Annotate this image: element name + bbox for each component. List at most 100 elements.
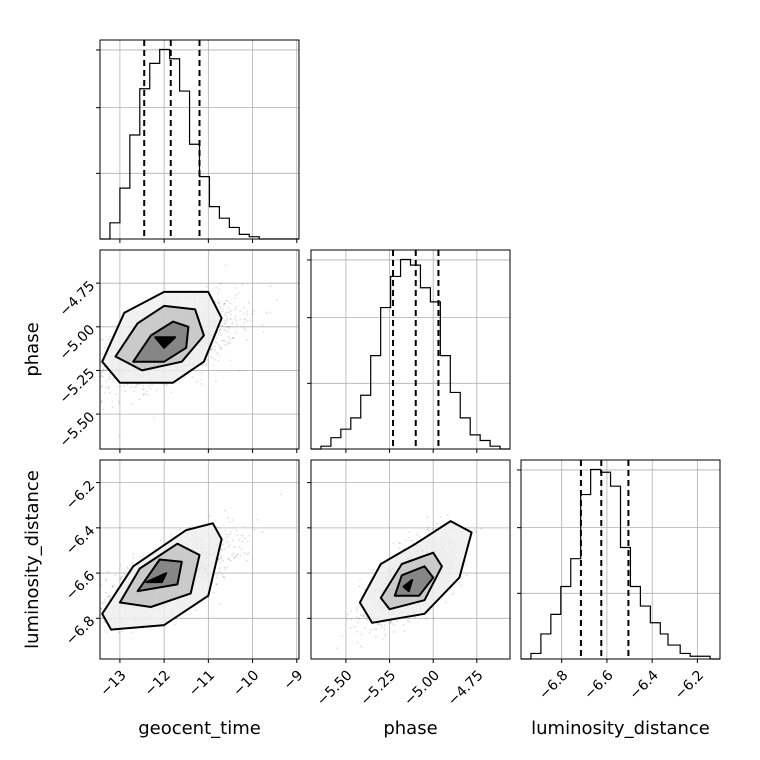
sample-point <box>107 595 110 598</box>
sample-point <box>410 539 413 542</box>
sample-point <box>217 302 220 305</box>
sample-point <box>210 348 213 351</box>
sample-point <box>414 616 417 619</box>
sample-point <box>102 602 105 604</box>
sample-point <box>251 313 254 316</box>
sample-point <box>262 331 265 333</box>
x-tick-label: −6.2 <box>672 667 707 702</box>
sample-point <box>72 410 74 412</box>
sample-point <box>219 346 222 348</box>
sample-point <box>120 576 123 579</box>
sample-point <box>366 618 369 621</box>
sample-point <box>225 299 227 302</box>
sample-point <box>223 319 226 322</box>
sample-point <box>358 585 361 588</box>
sample-point <box>384 634 387 637</box>
sample-point <box>359 614 362 616</box>
sample-point <box>349 626 352 629</box>
sample-point <box>213 358 216 361</box>
sample-point <box>353 625 356 628</box>
sample-point <box>396 619 398 622</box>
sample-point <box>234 293 237 296</box>
sample-point <box>374 635 377 638</box>
x-tick-label: −13 <box>97 667 129 699</box>
sample-point <box>226 318 229 320</box>
sample-point <box>191 376 194 378</box>
sample-point <box>227 311 230 314</box>
sample-point <box>229 559 232 562</box>
sample-point <box>105 591 108 594</box>
sample-point <box>146 394 149 397</box>
sample-point <box>223 576 226 579</box>
sample-point <box>90 351 92 353</box>
sample-point <box>345 617 348 620</box>
sample-point <box>103 601 106 604</box>
histogram-step-phase <box>311 258 510 450</box>
sample-point <box>245 339 248 342</box>
sample-point <box>153 548 156 551</box>
sample-point <box>219 305 222 308</box>
sample-point <box>101 370 103 373</box>
y-tick-label: −5.00 <box>57 322 99 364</box>
sample-point <box>465 574 468 577</box>
sample-point <box>94 347 96 349</box>
sample-point <box>364 627 367 630</box>
sample-point <box>218 558 220 561</box>
sample-point <box>221 573 224 576</box>
panel-content <box>335 514 482 650</box>
sample-point <box>88 354 90 356</box>
sample-point <box>464 563 467 566</box>
histogram-step-luminosity_distance <box>521 468 720 660</box>
sample-point <box>112 377 115 380</box>
sample-point <box>228 544 231 546</box>
sample-point <box>247 301 250 304</box>
x-tick-label: −5.50 <box>314 667 356 709</box>
sample-point <box>235 555 238 558</box>
sample-point <box>253 528 256 531</box>
sample-point <box>246 310 248 313</box>
sample-point <box>222 543 224 546</box>
sample-point <box>85 355 87 357</box>
sample-point <box>222 575 225 578</box>
sample-point <box>392 542 395 544</box>
sample-point <box>359 645 362 647</box>
sample-point <box>229 318 232 320</box>
sample-point <box>104 598 107 601</box>
sample-point <box>241 283 244 286</box>
sample-point <box>119 577 121 580</box>
sample-point <box>248 551 250 554</box>
sample-point <box>224 509 226 512</box>
panel-frame <box>99 459 300 660</box>
sample-point <box>105 578 108 581</box>
histogram-step-geocent_time <box>100 48 299 240</box>
sample-point <box>228 521 231 524</box>
sample-point <box>100 386 103 388</box>
sample-point <box>211 347 214 349</box>
sample-point <box>243 321 246 324</box>
sample-point <box>279 493 282 496</box>
sample-point <box>215 583 218 586</box>
contour-line <box>379 551 443 611</box>
sample-point <box>202 364 204 367</box>
sample-point <box>107 338 110 341</box>
sample-point <box>231 554 233 557</box>
sample-point <box>235 529 238 532</box>
sample-point <box>409 621 412 624</box>
scatter-panel-geocent_time-vs-luminosity_distance: −13 −12 −11 −10 −9−6.8−6.6−6.4−6.2 <box>63 459 307 700</box>
sample-point <box>215 583 218 585</box>
sample-point <box>90 596 92 598</box>
sample-point <box>223 302 225 305</box>
sample-point <box>101 385 104 387</box>
sample-point <box>108 595 111 598</box>
panel-frame <box>99 39 300 240</box>
sample-point <box>237 292 240 294</box>
sample-point <box>363 612 366 615</box>
sample-point <box>138 555 141 558</box>
contour-line <box>393 565 435 597</box>
sample-point <box>100 607 103 610</box>
sample-point <box>221 325 224 327</box>
sample-point <box>232 552 235 555</box>
contour-line <box>101 290 223 384</box>
sample-point <box>229 302 232 304</box>
sample-point <box>355 609 358 612</box>
